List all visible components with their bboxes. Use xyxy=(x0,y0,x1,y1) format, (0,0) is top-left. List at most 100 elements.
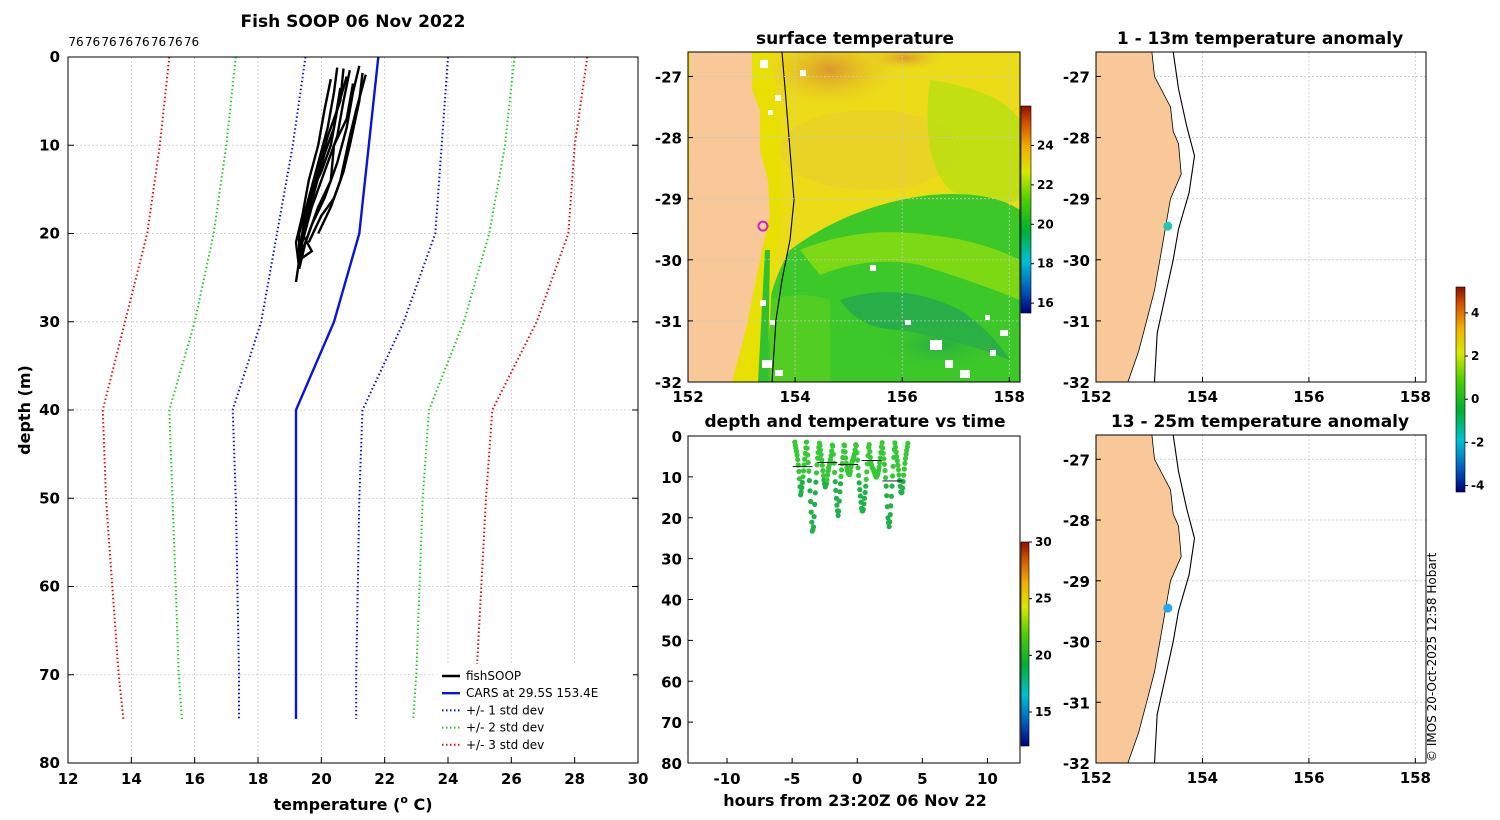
anomaly-13-25-ytick-label: -28 xyxy=(1063,512,1090,530)
depth-time-point xyxy=(882,468,888,474)
profile-ytick-label: 70 xyxy=(39,666,60,684)
depth-time-colorbar-tick-label: 25 xyxy=(1035,592,1052,606)
depth-time-point xyxy=(842,443,848,449)
depth-time-point xyxy=(839,467,845,473)
fishsoop-cast-line xyxy=(298,87,342,252)
depth-time-ytick-label: 30 xyxy=(661,551,682,569)
sst-colorbar-tick-label: 18 xyxy=(1037,257,1054,271)
sst-ytick-label: -28 xyxy=(655,130,682,148)
anomaly-1-13-coast xyxy=(1096,52,1196,382)
depth-time-ytick-label: 70 xyxy=(661,714,682,732)
anomaly-13-25-land xyxy=(1096,435,1182,763)
sst-ytick-label: -27 xyxy=(655,68,682,86)
depth-time-point xyxy=(806,468,812,474)
anomaly-13-25-marker xyxy=(1163,603,1173,613)
anomaly-13-25-xtick-label: 154 xyxy=(1187,769,1218,787)
depth-time-point xyxy=(831,460,837,466)
depth-time-chart: depth and temperature vs time -10 -5 0 5 10 0… xyxy=(661,412,1052,810)
std-dev-line xyxy=(168,56,237,719)
depth-time-point xyxy=(883,475,889,481)
depth-time-point xyxy=(833,487,839,493)
depth-time-colorbar-tick-label: 20 xyxy=(1035,648,1052,662)
sst-map: surface temperature xyxy=(655,29,1054,406)
depth-time-point xyxy=(796,468,802,474)
depth-time-point xyxy=(818,452,824,458)
anomaly-1-13-ytick-label: -27 xyxy=(1063,68,1090,86)
depth-time-colorbar-tick-label: 30 xyxy=(1035,535,1052,549)
depth-time-point xyxy=(817,442,823,449)
profile-xtick-label: 14 xyxy=(121,770,142,788)
depth-time-point xyxy=(853,443,859,449)
anomaly-colorbar-tick-label: 2 xyxy=(1471,349,1479,363)
profile-ticks: 12 14 16 18 20 22 24 26 28 30 0 10 20 30 40 50 60 70 80 xyxy=(39,48,648,788)
depth-time-point xyxy=(810,524,817,530)
depth-time-point xyxy=(892,440,898,446)
depth-time-point xyxy=(830,443,836,449)
depth-time-point xyxy=(842,449,848,455)
profile-chart: Fish SOOP 06 Nov 2022 76 76 76 76 76 76 76 76 1… xyxy=(15,12,648,814)
depth-time-point xyxy=(856,480,862,486)
sst-ticks: 152 154 156 158 -27 -28 -29 -30 -31 -32 xyxy=(655,68,1025,406)
profile-top-label: 76 xyxy=(167,35,182,49)
depth-time-point xyxy=(867,448,873,455)
profile-top-label: 76 xyxy=(134,35,149,49)
depth-time-point xyxy=(857,493,864,499)
anomaly-13-25-ticks: 152 154 156 158 -27 -28 -29 -30 -31 -32 xyxy=(1063,451,1431,787)
anomaly-1-13-xtick-label: 156 xyxy=(1293,388,1324,406)
depth-time-point xyxy=(894,453,900,460)
depth-time-point xyxy=(836,498,842,504)
profile-ytick-label: 10 xyxy=(39,136,60,154)
depth-time-xlabel: hours from 23:20Z 06 Nov 22 xyxy=(723,791,986,810)
anomaly-13-25-xtick-label: 156 xyxy=(1293,769,1324,787)
depth-time-point xyxy=(794,452,800,458)
anomaly-13-25-ytick-label: -29 xyxy=(1063,573,1090,591)
anomaly-1-13-ytick-label: -31 xyxy=(1063,313,1090,331)
profile-top-label: 76 xyxy=(118,35,133,49)
sst-colorbar-ticks: 16 18 20 22 24 xyxy=(1031,138,1054,310)
anomaly-13-25-axes-frame xyxy=(1095,434,1427,764)
depth-time-point xyxy=(901,472,907,478)
depth-time-point xyxy=(863,483,869,489)
depth-time-point xyxy=(802,456,808,462)
anomaly-1-13-xtick-label: 158 xyxy=(1400,388,1431,406)
depth-time-point xyxy=(836,508,842,514)
profile-series xyxy=(101,56,589,720)
depth-time-point xyxy=(864,469,870,475)
profile-xlabel: temperature (o C) xyxy=(273,793,432,814)
depth-time-point xyxy=(817,447,824,453)
anomaly-colorbar-tick-label: -2 xyxy=(1471,435,1484,449)
depth-time-point xyxy=(837,481,844,487)
depth-time-point xyxy=(894,458,900,464)
depth-time-point xyxy=(861,501,867,507)
depth-time-point xyxy=(901,466,907,472)
depth-time-point xyxy=(890,473,896,479)
profile-top-label: 76 xyxy=(85,35,100,49)
sst-colorbar-tick-label: 22 xyxy=(1037,178,1054,192)
profile-title: Fish SOOP 06 Nov 2022 xyxy=(241,12,466,32)
depth-time-point xyxy=(902,455,909,462)
sst-ytick-label: -30 xyxy=(655,252,682,270)
profile-top-label: 76 xyxy=(184,35,199,49)
sst-cloud-mask xyxy=(760,60,1008,378)
std-dev-line xyxy=(101,56,171,720)
depth-time-point xyxy=(883,483,889,489)
depth-time-point xyxy=(813,470,820,476)
depth-time-xtick-label: 5 xyxy=(917,770,927,788)
sst-xtick-label: 158 xyxy=(994,388,1025,406)
anomaly-13-25-ytick-label: -30 xyxy=(1063,634,1090,652)
sst-location-marker xyxy=(757,220,769,232)
std-dev-line xyxy=(412,56,516,719)
fishsoop-cast-line xyxy=(298,76,348,261)
depth-time-point xyxy=(799,479,806,486)
depth-time-point xyxy=(808,509,814,515)
anomaly-colorbar-tick-label: 4 xyxy=(1471,306,1479,320)
depth-time-point xyxy=(808,498,814,505)
fishsoop-cast-line xyxy=(294,67,339,283)
sst-ytick-label: -29 xyxy=(655,191,682,209)
anomaly-1-13-ytick-label: -28 xyxy=(1063,130,1090,148)
depth-time-point xyxy=(803,439,810,445)
depth-time-point xyxy=(881,461,888,467)
depth-time-point xyxy=(854,450,860,456)
std-dev-line xyxy=(472,56,589,719)
profile-xtick-label: 30 xyxy=(628,770,649,788)
